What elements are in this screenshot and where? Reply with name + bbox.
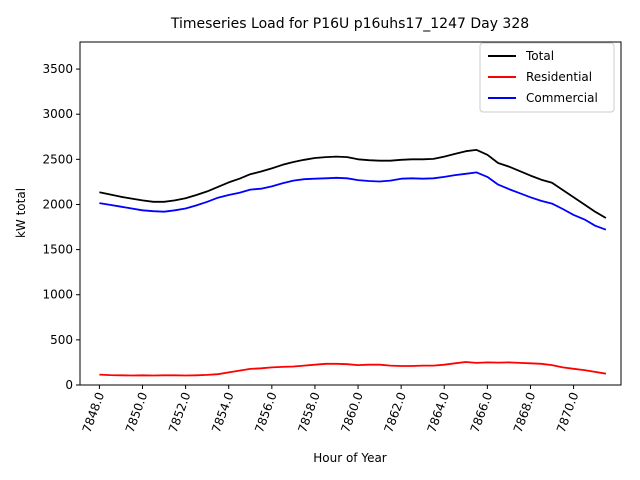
y-tick-label: 3500 [42,62,73,76]
series-line-total [99,148,607,219]
chart-title: Timeseries Load for P16U p16uhs17_1247 D… [170,16,529,32]
series-line-commercial [99,171,607,231]
y-tick-label: 2000 [42,197,73,211]
y-tick-label: 0 [65,378,73,392]
x-axis-label: Hour of Year [313,451,387,465]
y-tick-label: 1500 [42,243,73,257]
y-tick-label: 500 [50,333,73,347]
axes-frame [79,41,622,386]
y-tick-label: 1000 [42,288,73,302]
series-line-residential [99,361,607,377]
y-axis-label: kW total [14,188,28,238]
legend-label-commercial: Commercial [526,91,598,105]
legend-label-total: Total [525,49,554,63]
legend-label-residential: Residential [526,70,592,84]
y-axis: 0 500 1000 1500 2000 2500 3000 3500 [42,62,80,392]
y-tick-label: 3000 [42,107,73,121]
plot-area [99,148,607,377]
legend-box [479,42,615,113]
legend: Total Residential Commercial [479,42,615,113]
y-tick-label: 2500 [42,152,73,166]
